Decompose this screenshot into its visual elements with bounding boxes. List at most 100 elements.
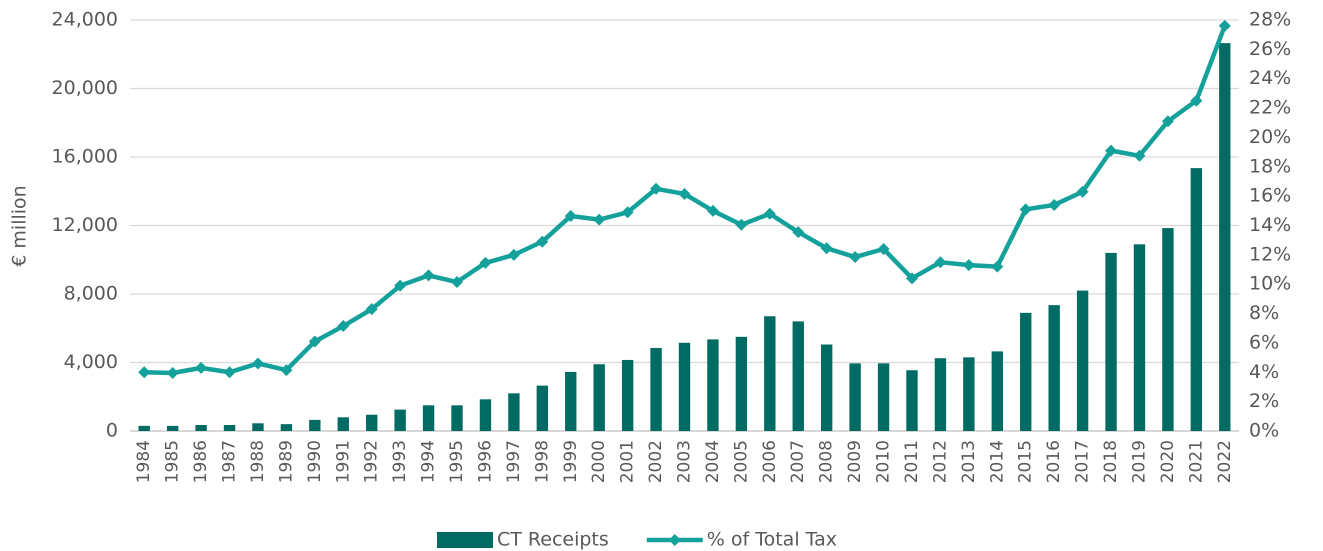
x-tick-label: 2020 [1158, 440, 1178, 483]
line-marker [422, 269, 435, 282]
x-tick-label: 1988 [248, 440, 268, 483]
y-tick-label: 4,000 [64, 351, 118, 373]
line-marker [394, 279, 407, 292]
x-tick-label: 2019 [1129, 440, 1149, 483]
bar [1076, 290, 1089, 431]
x-tick-label: 1998 [532, 440, 552, 483]
bar [1105, 252, 1117, 431]
bar [223, 425, 236, 431]
bar [565, 371, 577, 431]
y2-tick-label: 16% [1249, 185, 1291, 207]
bar [735, 336, 748, 431]
y2-tick-label: 20% [1249, 126, 1291, 148]
y-tick-label: 16,000 [52, 146, 118, 168]
bar [309, 419, 321, 431]
bar [366, 414, 378, 431]
line-marker [1190, 94, 1203, 107]
line-marker [706, 204, 719, 217]
bar [1020, 312, 1032, 431]
x-tick-label: 2017 [1073, 440, 1093, 483]
y2-tick-label: 14% [1249, 214, 1291, 236]
bar [337, 417, 349, 431]
y2-tick-label: 22% [1249, 97, 1291, 119]
y2-tick-label: 12% [1249, 243, 1291, 265]
x-tick-label: 1996 [475, 440, 495, 483]
line-marker [1161, 115, 1174, 128]
bar [991, 351, 1003, 431]
y2-tick-label: 18% [1249, 155, 1291, 177]
bar [252, 423, 264, 431]
x-tick-label: 1990 [305, 440, 325, 483]
bar [451, 405, 463, 431]
bar [195, 425, 207, 431]
bar [650, 347, 662, 431]
line-marker [1218, 19, 1231, 32]
x-tick-label: 1991 [333, 440, 353, 483]
bar [906, 370, 918, 431]
y2-tick-label: 28% [1249, 9, 1291, 31]
line-marker [678, 187, 691, 200]
x-tick-label: 2010 [874, 440, 894, 483]
bar [536, 385, 549, 431]
x-tick-label: 2021 [1186, 440, 1206, 483]
y-tick-label: 0 [106, 420, 118, 442]
line-marker [763, 207, 776, 220]
legend-label: % of Total Tax [707, 529, 837, 551]
x-tick-label: 2002 [646, 440, 666, 483]
line-marker [962, 259, 975, 272]
line-marker [1048, 198, 1061, 211]
x-tick-label: 2009 [845, 440, 865, 483]
y-axis-label: € million [9, 185, 31, 266]
y2-tick-label: 0% [1249, 420, 1279, 442]
line-marker [849, 251, 862, 264]
y-tick-label: 24,000 [52, 9, 118, 31]
line-marker [905, 272, 918, 285]
bar [764, 316, 776, 431]
y2-tick-label: 2% [1249, 390, 1279, 412]
line-marker [451, 276, 464, 289]
line-marker [1076, 185, 1089, 198]
bar [792, 321, 804, 431]
x-tick-label: 1995 [447, 440, 467, 483]
line-marker [991, 260, 1004, 273]
x-tick-label: 2013 [959, 440, 979, 483]
line-marker [536, 235, 549, 248]
line-marker [280, 364, 293, 377]
bar [280, 424, 293, 431]
bar [678, 342, 691, 431]
line-marker [621, 206, 634, 219]
bar [1048, 305, 1060, 431]
bar [1162, 228, 1174, 431]
line-marker [223, 366, 236, 379]
bar [394, 409, 406, 431]
y-tick-label: 8,000 [64, 283, 118, 305]
y2-tick-label: 8% [1249, 302, 1279, 324]
x-tick-label: 1999 [561, 440, 581, 483]
y-tick-label: 20,000 [52, 77, 118, 99]
line-marker [308, 335, 321, 348]
y2-tick-label: 4% [1249, 361, 1279, 383]
y2-tick-label: 10% [1249, 273, 1291, 295]
legend-marker [668, 534, 681, 546]
line-marker [820, 242, 833, 255]
line-marker [792, 226, 805, 239]
line-marker [365, 303, 378, 316]
bar [593, 364, 605, 431]
x-tick-label: 1997 [504, 440, 524, 483]
bar [820, 344, 833, 431]
bar [877, 363, 890, 431]
y-tick-label: 12,000 [52, 214, 118, 236]
bar [707, 339, 719, 431]
x-tick-label: 1985 [163, 440, 183, 483]
line-marker [479, 256, 492, 269]
bar [934, 358, 947, 431]
line-marker [507, 248, 520, 261]
bar [963, 357, 975, 431]
bar [849, 363, 861, 431]
x-tick-label: 2004 [703, 440, 723, 483]
x-tick-label: 2015 [1016, 440, 1036, 483]
bar [508, 393, 520, 431]
line-marker [564, 209, 577, 222]
line-marker [138, 366, 151, 379]
